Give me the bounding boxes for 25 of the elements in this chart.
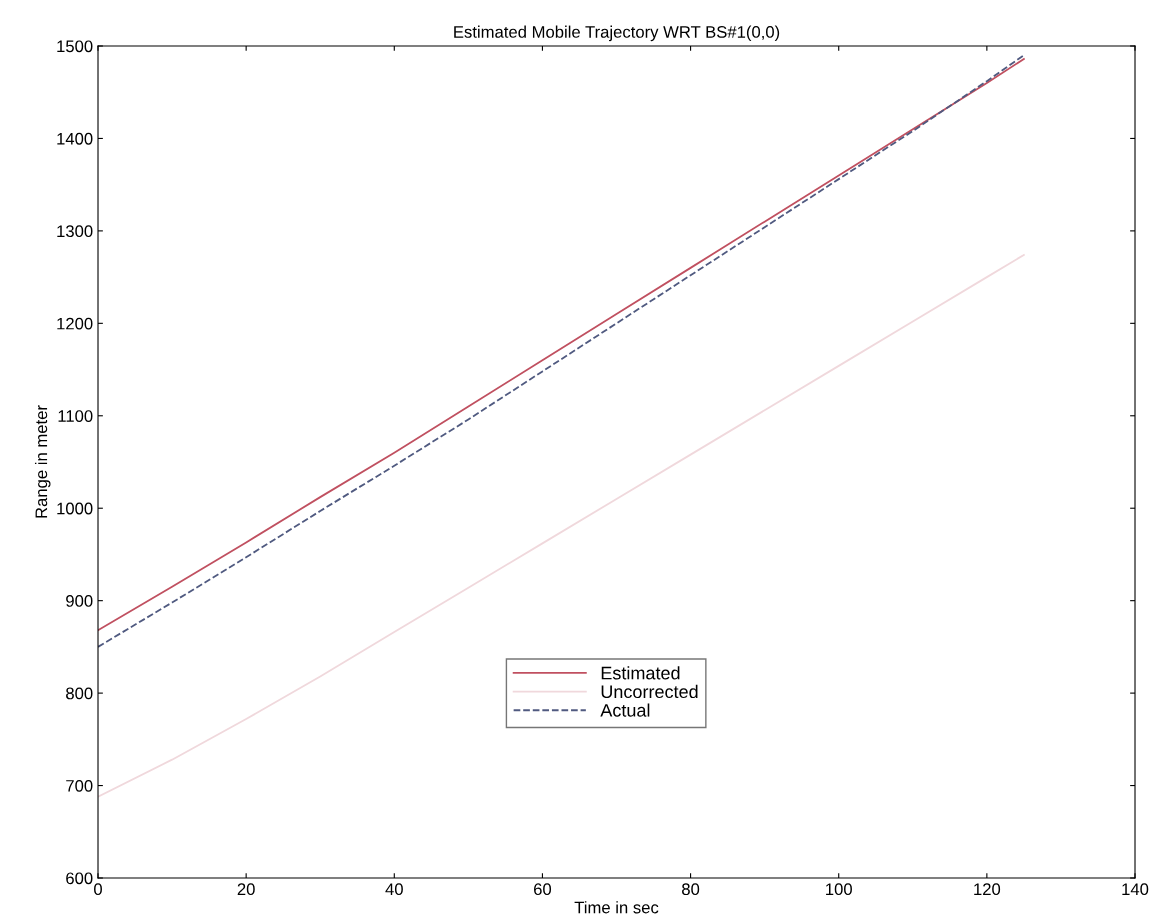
- y-tick-label: 800: [66, 687, 93, 700]
- legend-label: Uncorrected: [601, 684, 698, 699]
- x-tick-label: 0: [94, 883, 102, 896]
- x-tick-label: 120: [974, 883, 1001, 896]
- legend-label: Estimated: [601, 666, 680, 680]
- y-tick-label: 1100: [58, 410, 93, 422]
- y-axis-title: Range in meter: [34, 405, 51, 518]
- x-tick-label: 80: [682, 883, 700, 896]
- legend-label: Actual: [600, 703, 650, 717]
- x-tick-label: 40: [385, 883, 403, 896]
- x-axis-title: Time in sec: [574, 901, 659, 914]
- y-tick-label: 1300: [57, 225, 93, 238]
- y-tick-label: 600: [66, 872, 93, 885]
- y-tick-label: 900: [66, 595, 93, 607]
- line-series: [98, 254, 1025, 798]
- y-tick-label: 700: [66, 779, 93, 792]
- y-tick-label: 1500: [57, 40, 93, 53]
- x-tick-label: 100: [826, 883, 852, 896]
- y-tick-label: 1000: [57, 502, 93, 515]
- y-tick-label: 1400: [57, 132, 93, 145]
- chart-title: Estimated Mobile Trajectory WRT BS#1(0,0): [454, 25, 780, 42]
- y-tick-label: 1200: [57, 317, 93, 330]
- x-tick-label: 20: [237, 883, 255, 896]
- x-tick-label: 60: [534, 883, 552, 896]
- x-tick-label: 140: [1122, 883, 1149, 896]
